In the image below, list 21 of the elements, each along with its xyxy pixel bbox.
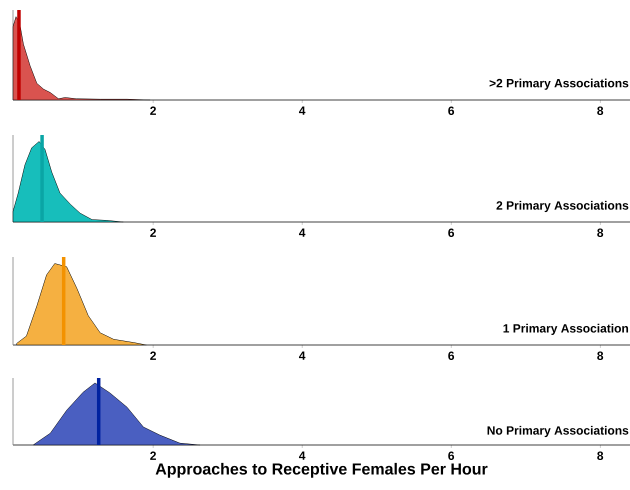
text: 2 Primary Associations xyxy=(496,200,628,212)
x-tick-label: 6 xyxy=(448,106,454,116)
x-tick-label: 6 xyxy=(448,452,454,460)
x-tick-label: 8 xyxy=(597,106,604,116)
x-tick-label: 4 xyxy=(298,452,306,460)
x-tick-label: 4 xyxy=(298,228,306,237)
text: 1 Primary Association xyxy=(504,324,628,335)
x-tick-label: 2 xyxy=(150,106,156,115)
x-tick-label: 8 xyxy=(597,452,604,460)
x-tick-label: 4 xyxy=(298,352,306,360)
x-tick-label: 2 xyxy=(150,352,156,360)
text: >2 Primary Associations xyxy=(490,78,628,90)
text: No Primary Associations xyxy=(488,426,628,438)
x-tick-label: 4 xyxy=(298,106,306,115)
x-tick-label: 2 xyxy=(150,228,156,237)
x-tick-label: 8 xyxy=(597,228,604,238)
x-tick-label: 2 xyxy=(150,452,156,460)
x-tick-label: 6 xyxy=(448,228,454,238)
x-axis-title: Approaches to Receptive Females Per Hour xyxy=(156,462,488,478)
x-tick-label: 8 xyxy=(597,352,604,360)
x-tick-label: 6 xyxy=(448,352,454,360)
